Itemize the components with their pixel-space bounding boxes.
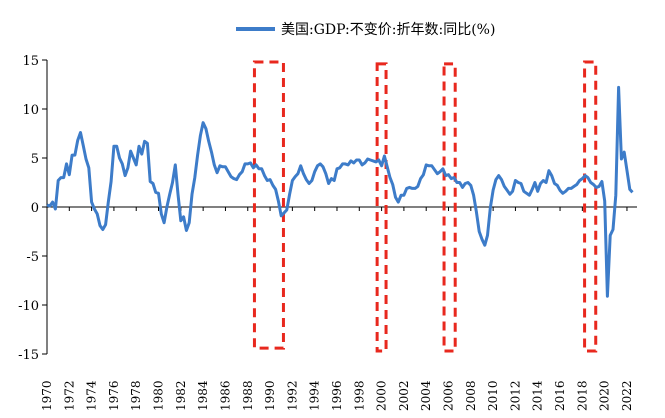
x-tick-label: 1974 [85, 380, 99, 411]
x-axis-ticks: 1970 1972 1974 1976 1978 1980 1982 1984 1986 1988… [40, 207, 634, 411]
x-tick-label: 2004 [419, 380, 433, 411]
legend: 美国:GDP:不变价:折年数:同比(%) [236, 22, 495, 38]
x-tick-label: 2006 [442, 380, 456, 411]
x-tick-label: 2012 [508, 380, 522, 411]
legend-label: 美国:GDP:不变价:折年数:同比(%) [281, 22, 495, 38]
x-tick-label: 1992 [285, 380, 299, 411]
y-tick-label: -10 [18, 299, 39, 314]
highlight-box [252, 60, 285, 350]
x-tick-label: 2002 [397, 380, 411, 411]
x-tick-label: 1998 [352, 380, 366, 411]
y-axis-ticks: 15 10 5 0 -5 -10 -15 [18, 54, 47, 363]
x-tick-label: 1988 [241, 380, 255, 411]
x-tick-label: 1986 [218, 380, 232, 411]
highlight-box [375, 62, 388, 353]
x-tick-label: 1972 [62, 380, 76, 411]
y-tick-label: 5 [31, 152, 39, 167]
y-tick-label: -5 [26, 250, 39, 265]
x-tick-label: 1976 [107, 380, 121, 411]
highlight-boxes [252, 60, 598, 353]
x-tick-label: 2020 [598, 380, 612, 411]
x-tick-label: 2014 [531, 380, 545, 411]
x-tick-label: 2016 [553, 380, 567, 411]
x-tick-label: 2022 [620, 380, 634, 411]
x-tick-label: 1978 [129, 380, 143, 411]
y-tick-label: -15 [18, 348, 39, 363]
axes [46, 60, 637, 354]
x-tick-label: 1994 [308, 380, 322, 411]
x-tick-label: 1980 [152, 380, 166, 411]
x-tick-label: 2000 [375, 380, 389, 411]
x-tick-label: 2008 [464, 380, 478, 411]
highlight-box [583, 60, 598, 353]
y-tick-label: 0 [31, 201, 39, 216]
x-tick-label: 1996 [330, 380, 344, 411]
y-tick-label: 15 [22, 54, 39, 69]
series-line [46, 85, 634, 298]
y-tick-label: 10 [22, 103, 39, 118]
x-tick-label: 2010 [486, 380, 500, 411]
x-tick-label: 1982 [174, 380, 188, 411]
x-tick-label: 2018 [575, 380, 589, 411]
x-tick-label: 1990 [263, 380, 277, 411]
x-tick-label: 1970 [40, 380, 54, 411]
x-tick-label: 1984 [196, 380, 210, 411]
highlight-box [442, 62, 457, 353]
